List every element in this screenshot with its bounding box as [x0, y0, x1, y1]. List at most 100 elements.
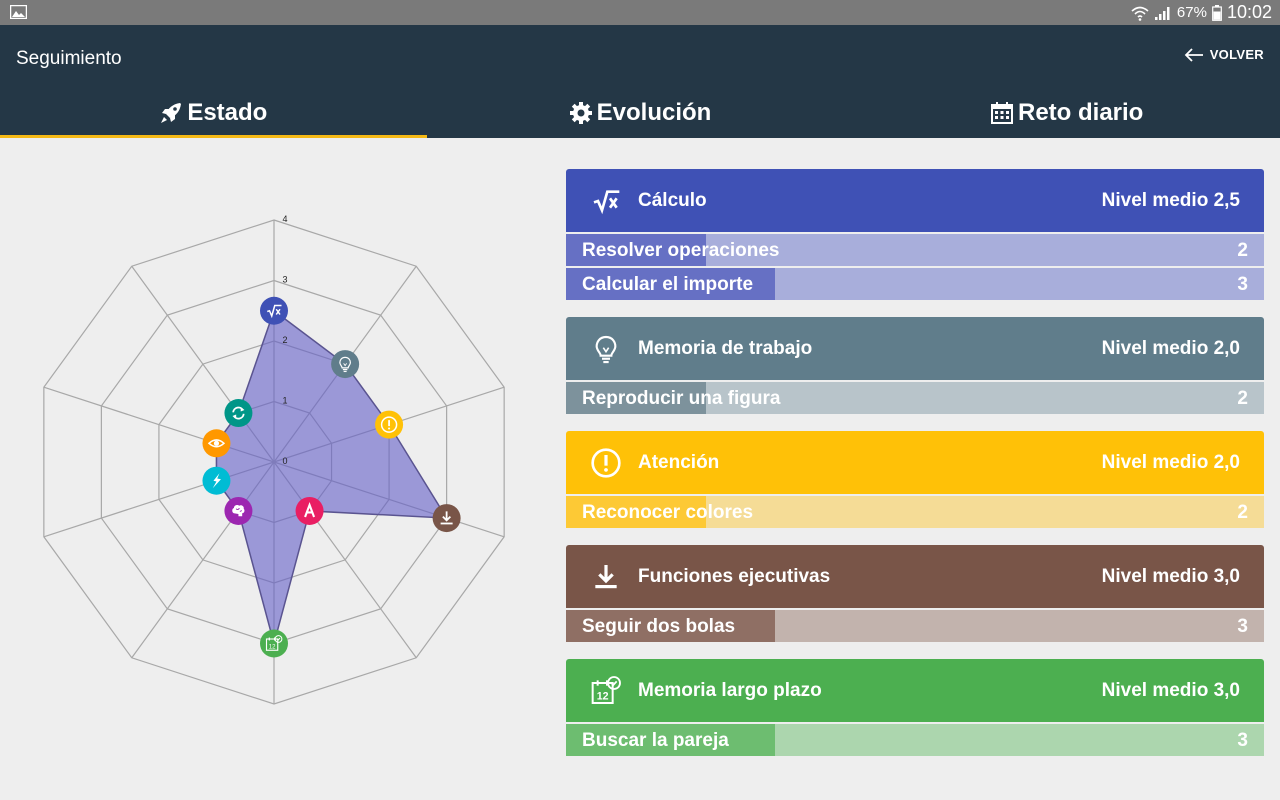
- skill-level: Nivel medio 2,0: [1101, 337, 1240, 359]
- exercise-row[interactable]: Seguir dos bolas 3: [566, 610, 1264, 642]
- skill-name: Cálculo: [638, 189, 707, 211]
- radar-axis-icons: 12: [202, 296, 461, 658]
- brain-icon: [232, 504, 245, 517]
- exclamation-icon: [380, 416, 398, 433]
- page-title: Seguimiento: [16, 48, 122, 69]
- skill-card: Atención Nivel medio 2,0 Reconocer colores…: [566, 431, 1264, 528]
- skill-name: Memoria de trabajo: [638, 337, 813, 359]
- exercise-value: 2: [1237, 240, 1248, 261]
- calendar-12-icon: 12: [265, 635, 283, 651]
- exercise-progress-fill: [566, 268, 776, 300]
- exercise-progress-fill: [566, 496, 706, 528]
- skill-level: Nivel medio 3,0: [1101, 565, 1240, 587]
- exercise-progress-fill: [566, 724, 776, 756]
- exercise-label: Reproducir una figura: [582, 388, 781, 409]
- tab-bar: Estado Evolución: [0, 87, 1280, 138]
- exercise-progress-fill: [566, 382, 706, 414]
- radar-point-download-icon: [432, 504, 461, 533]
- skill-card: Funciones ejecutivas Nivel medio 3,0 Segui…: [566, 545, 1264, 642]
- battery-icon: [1212, 4, 1222, 21]
- skill-level: Nivel medio 2,5: [1101, 189, 1240, 211]
- radar-point-eye-icon: [202, 429, 231, 458]
- skill-card-header[interactable]: 12 Memoria largo plazo Nivel medio 3,0: [566, 659, 1264, 722]
- radar-point-lightning-icon: [202, 466, 231, 495]
- exercise-value: 2: [1237, 502, 1248, 523]
- svg-text:12: 12: [269, 644, 276, 650]
- skill-card-header[interactable]: Funciones ejecutivas Nivel medio 3,0: [566, 545, 1264, 608]
- clock: 10:02: [1226, 2, 1272, 22]
- radar-point-letter-a-icon: [295, 496, 324, 525]
- download-icon: [440, 511, 453, 525]
- exercise-label: Resolver operaciones: [582, 240, 780, 261]
- lightning-icon: [212, 473, 221, 489]
- tab-evolucion-label: Evolución: [596, 98, 712, 126]
- exercise-value: 3: [1237, 616, 1248, 637]
- exercise-label: Buscar la pareja: [582, 730, 729, 751]
- radar-area: [215, 309, 449, 647]
- arrow-left-icon: [1184, 47, 1203, 62]
- calendar-12-icon: 12: [588, 673, 624, 709]
- radar-scale-label: 4: [282, 214, 287, 224]
- exercise-progress-fill: [566, 234, 706, 266]
- exercise-value: 2: [1237, 388, 1248, 409]
- exercise-progress-fill: [566, 610, 776, 642]
- gallery-icon: [10, 5, 27, 19]
- radar-point-lightbulb-icon: [331, 350, 360, 379]
- sqrt-icon: [588, 183, 624, 219]
- skill-name: Memoria largo plazo: [638, 679, 822, 701]
- radar-point-sqrt-icon: [260, 296, 288, 325]
- tab-evolucion[interactable]: Evolución: [427, 87, 854, 138]
- calendar-icon: [991, 101, 1013, 124]
- signal-icon: [1154, 6, 1170, 20]
- exercise-row[interactable]: Reproducir una figura 2: [566, 382, 1264, 414]
- sqrt-icon: [267, 304, 282, 319]
- radar-point-exclamation-icon: [375, 410, 404, 439]
- status-bar: 67% 10:02: [0, 0, 1280, 25]
- letter-a-icon: [304, 501, 316, 518]
- eye-icon: [207, 439, 226, 448]
- exercise-label: Seguir dos bolas: [582, 616, 736, 637]
- battery-percent: 67%: [1176, 4, 1207, 21]
- exercise-value: 3: [1237, 274, 1248, 295]
- back-button[interactable]: VOLVER: [1184, 47, 1264, 62]
- exercise-row[interactable]: Resolver operaciones 2: [566, 234, 1264, 266]
- status-right: 67% 10:02: [1131, 0, 1272, 25]
- skill-level: Nivel medio 2,0: [1101, 451, 1240, 473]
- skill-name: Funciones ejecutivas: [638, 565, 831, 587]
- tab-reto-diario-label: Reto diario: [1018, 98, 1144, 126]
- exercise-row[interactable]: Calcular el importe 3: [566, 268, 1264, 300]
- radar-scale-label: 0: [282, 456, 287, 466]
- download-icon: [588, 559, 624, 595]
- exercise-row[interactable]: Reconocer colores 2: [566, 496, 1264, 528]
- radar-scale-label: 2: [282, 335, 287, 345]
- exercise-value: 3: [1237, 730, 1248, 751]
- radar-point-calendar-12-icon: 12: [260, 629, 288, 658]
- rocket-icon: [161, 102, 182, 123]
- back-label: VOLVER: [1209, 47, 1264, 62]
- svg-text:12: 12: [597, 690, 609, 702]
- skill-card-header[interactable]: Atención Nivel medio 2,0: [566, 431, 1264, 494]
- skill-card-header[interactable]: Cálculo Nivel medio 2,5: [566, 169, 1264, 232]
- tab-estado[interactable]: Estado: [0, 87, 427, 138]
- exercise-label: Calcular el importe: [582, 274, 754, 295]
- tab-estado-label: Estado: [187, 98, 268, 126]
- tab-reto-diario[interactable]: Reto diario: [853, 87, 1280, 138]
- skill-card: Cálculo Nivel medio 2,5 Resolver operacion…: [566, 169, 1264, 300]
- gear-icon: [569, 101, 592, 124]
- skill-name: Atención: [638, 451, 720, 473]
- exclamation-icon: [588, 445, 624, 481]
- skill-card: Memoria de trabajo Nivel medio 2,0 Reprodu…: [566, 317, 1264, 414]
- refresh-icon: [232, 406, 245, 420]
- wifi-icon: [1131, 6, 1149, 21]
- skill-card-header[interactable]: Memoria de trabajo Nivel medio 2,0: [566, 317, 1264, 380]
- skills-list: Cálculo Nivel medio 2,5 Resolver operacion…: [566, 169, 1264, 773]
- exercise-row[interactable]: Buscar la pareja 3: [566, 724, 1264, 756]
- radar-scale-label: 3: [282, 275, 287, 285]
- radar-data-area: [215, 309, 449, 647]
- exercise-label: Reconocer colores: [582, 502, 754, 523]
- radar-point-brain-icon: [224, 496, 253, 525]
- skill-card: 12 Memoria largo plazo Nivel medio 3,0 Busc…: [566, 659, 1264, 756]
- radar-scale-labels: 0 1 2 3 4: [282, 214, 287, 466]
- radar-point-refresh-icon: [224, 399, 253, 428]
